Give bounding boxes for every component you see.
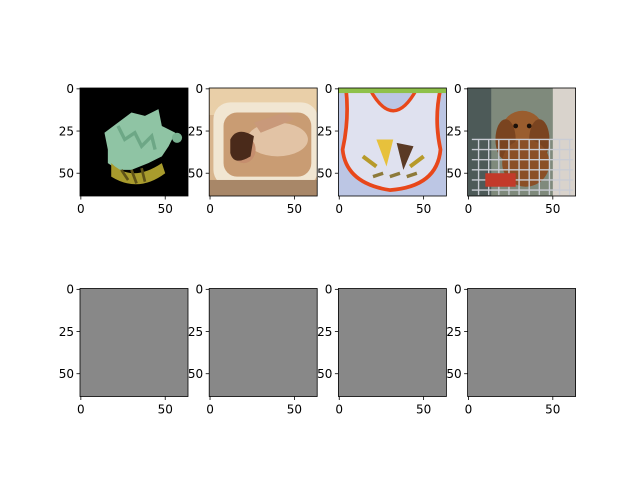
candy-wrappers <box>372 171 418 179</box>
image-green-spiral-seashell-on-black <box>80 88 188 196</box>
subplot-image <box>80 88 188 196</box>
y-tick-label: 50 <box>59 167 74 181</box>
y-tick-label: 25 <box>317 124 332 138</box>
y-tick-label: 25 <box>59 124 74 138</box>
y-tick-label: 25 <box>188 124 203 138</box>
axes-frame <box>337 288 447 397</box>
x-tick-label: 50 <box>158 403 173 417</box>
image-uniform-gray <box>209 288 318 397</box>
candy-cone-2 <box>396 142 414 170</box>
y-tick-label: 25 <box>317 325 332 339</box>
shell-tip <box>171 132 183 143</box>
image-fill <box>80 288 188 397</box>
x-tick-label: 50 <box>416 202 431 216</box>
candy-cone-1 <box>376 139 394 167</box>
floor <box>209 179 318 196</box>
x-tick-label: 50 <box>545 403 560 417</box>
y-tick-label: 0 <box>325 283 333 297</box>
y-tick-label: 25 <box>188 325 203 339</box>
x-tick-label: 50 <box>287 403 302 417</box>
subplot-1-1: 0 50 0 25 50 <box>188 283 318 417</box>
subplot-1-0: 0 50 0 25 50 <box>59 283 189 417</box>
y-tick-label: 0 <box>66 82 74 96</box>
image-uniform-gray <box>80 288 188 397</box>
x-tick-label: 0 <box>206 202 214 216</box>
x-tick-label: 50 <box>287 202 302 216</box>
store-shelf <box>467 88 492 196</box>
y-tick-label: 50 <box>446 167 461 181</box>
y-tick-label: 0 <box>196 283 204 297</box>
subplot-image <box>338 288 447 397</box>
subplot-0-3: 0 50 0 25 50 <box>446 82 577 216</box>
y-tick-label: 50 <box>59 367 74 381</box>
axes-frame <box>208 87 318 197</box>
y-tick-label: 50 <box>188 367 203 381</box>
axes-frame <box>467 288 577 397</box>
bib-ribbon <box>338 88 447 94</box>
image-bib-with-orange-trim-and-candy <box>338 88 447 196</box>
shell-stripes <box>120 167 147 184</box>
subplot-0-2: 0 50 0 25 50 <box>317 82 447 216</box>
shopping-cart <box>471 138 574 196</box>
person-body <box>247 122 308 157</box>
axes-frame <box>79 288 189 397</box>
y-tick-label: 0 <box>196 82 204 96</box>
y-tick-label: 0 <box>454 82 462 96</box>
image-spaniel-dog-in-shopping-cart <box>467 88 576 196</box>
dog-eye <box>526 123 532 129</box>
image-uniform-gray <box>467 288 576 397</box>
axes-frame <box>467 87 577 197</box>
subplot-image <box>209 88 318 196</box>
axes-frame <box>337 87 447 197</box>
x-tick-label: 0 <box>335 202 343 216</box>
subplot-image <box>338 88 447 196</box>
y-tick-label: 50 <box>317 167 332 181</box>
x-tick-label: 0 <box>77 403 85 417</box>
person-arm <box>253 112 295 133</box>
y-tick-label: 25 <box>59 325 74 339</box>
x-tick-label: 0 <box>335 403 343 417</box>
subplot-0-0: 0 50 0 25 50 <box>59 82 189 216</box>
bib-neck <box>368 88 419 113</box>
x-tick-label: 0 <box>465 403 473 417</box>
person-hair <box>230 131 254 161</box>
y-tick-label: 0 <box>325 82 333 96</box>
axes-frame <box>79 87 189 197</box>
shell-ridge <box>116 125 157 151</box>
subplot-image <box>467 288 576 397</box>
candy-pieces <box>361 154 425 169</box>
x-tick-label: 50 <box>158 202 173 216</box>
y-tick-label: 25 <box>446 325 461 339</box>
subplot-image <box>209 288 318 397</box>
x-tick-label: 0 <box>465 202 473 216</box>
y-tick-label: 0 <box>66 283 74 297</box>
image-person-reclining-in-bathtub <box>209 88 318 196</box>
subplot-image <box>80 288 188 397</box>
image-fill <box>338 288 447 397</box>
x-tick-label: 50 <box>545 202 560 216</box>
y-tick-label: 50 <box>188 167 203 181</box>
y-tick-label: 25 <box>446 124 461 138</box>
x-tick-label: 0 <box>77 202 85 216</box>
image-fill <box>209 288 318 397</box>
y-tick-label: 50 <box>446 367 461 381</box>
subplot-grid: 0 50 0 25 50 0 50 0 25 50 0 50 0 25 50 0 50 0 25 50 0 50 0 25 50… <box>59 82 577 417</box>
subplot-1-3: 0 50 0 25 50 <box>446 283 577 417</box>
x-tick-label: 50 <box>416 403 431 417</box>
x-tick-label: 0 <box>206 403 214 417</box>
image-uniform-gray <box>338 288 447 397</box>
y-tick-label: 0 <box>454 283 462 297</box>
image-fill <box>467 288 576 397</box>
cart-item <box>485 173 516 187</box>
shell-lip <box>111 163 166 185</box>
subplot-0-1: 0 50 0 25 50 <box>188 82 318 216</box>
axes-frame <box>208 288 318 397</box>
dog-eye <box>513 123 519 129</box>
subplot-1-2: 0 50 0 25 50 <box>317 283 447 417</box>
y-tick-label: 50 <box>317 367 332 381</box>
subplot-image <box>467 88 576 196</box>
